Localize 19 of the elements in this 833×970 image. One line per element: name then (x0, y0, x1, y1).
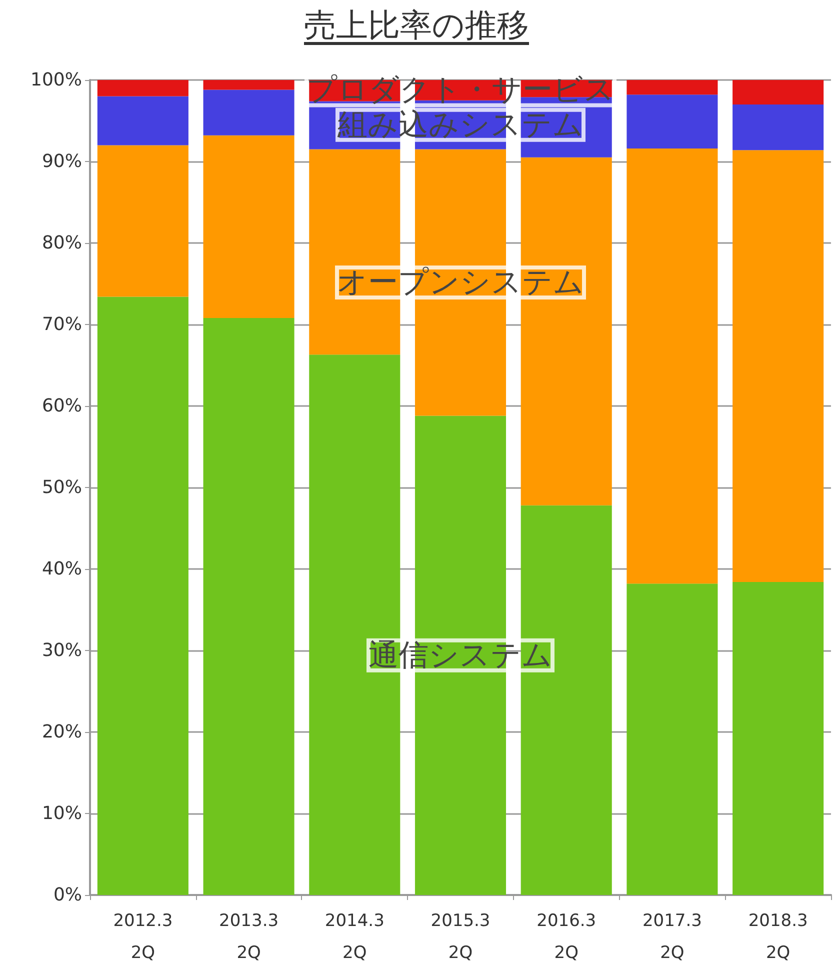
y-tick-label: 10% (42, 803, 82, 824)
x-tick-label: 2015.3 2Q (430, 911, 490, 963)
y-tick-label: 90% (42, 151, 82, 172)
x-tick-label: 2012.3 2Q (113, 911, 173, 963)
y-tick-label: 100% (30, 70, 82, 90)
y-tick-label: 60% (42, 396, 82, 416)
y-tick-label: 70% (42, 314, 82, 335)
y-tick-label: 20% (42, 722, 82, 742)
x-tick-label: 2016.3 2Q (536, 911, 596, 963)
x-tick-label: 2017.3 2Q (642, 911, 702, 963)
y-tick-label: 0% (53, 884, 82, 906)
x-tick-label: 2018.3 2Q (748, 911, 808, 963)
y-tick-label: 80% (42, 232, 82, 254)
y-tick-label: 30% (42, 640, 82, 661)
x-tick-label: 2014.3 2Q (324, 911, 384, 963)
x-tick-label: 2013.3 2Q (219, 911, 279, 963)
chart-title: 売上比率の推移 (303, 5, 530, 46)
y-tick-label: 50% (42, 477, 82, 498)
y-tick-label: 40% (42, 558, 82, 580)
